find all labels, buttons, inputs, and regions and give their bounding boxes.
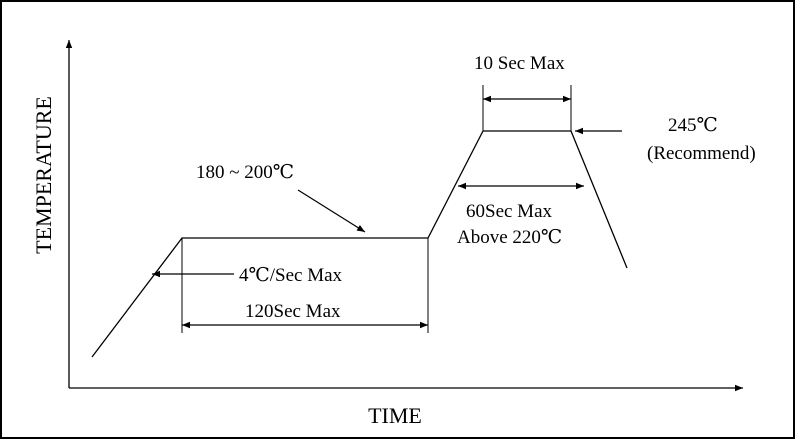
reflow-time-label: 60Sec Max — [466, 201, 553, 222]
ramp-rate-label: 4℃/Sec Max — [239, 265, 343, 286]
preheat-time-label: 120Sec Max — [245, 301, 341, 322]
y-axis-label: TEMPERATURE — [31, 96, 56, 254]
peak-time-label: 10 Sec Max — [474, 53, 565, 74]
reflow-condition-label: Above 220℃ — [457, 227, 562, 248]
peak-temp-label: 245℃ — [668, 115, 718, 136]
peak-temp-note: (Recommend) — [647, 143, 756, 164]
preheat-temp-arrow — [298, 190, 365, 232]
preheat-temp-label: 180 ~ 200℃ — [196, 162, 294, 183]
x-axis-label: TIME — [368, 403, 422, 428]
